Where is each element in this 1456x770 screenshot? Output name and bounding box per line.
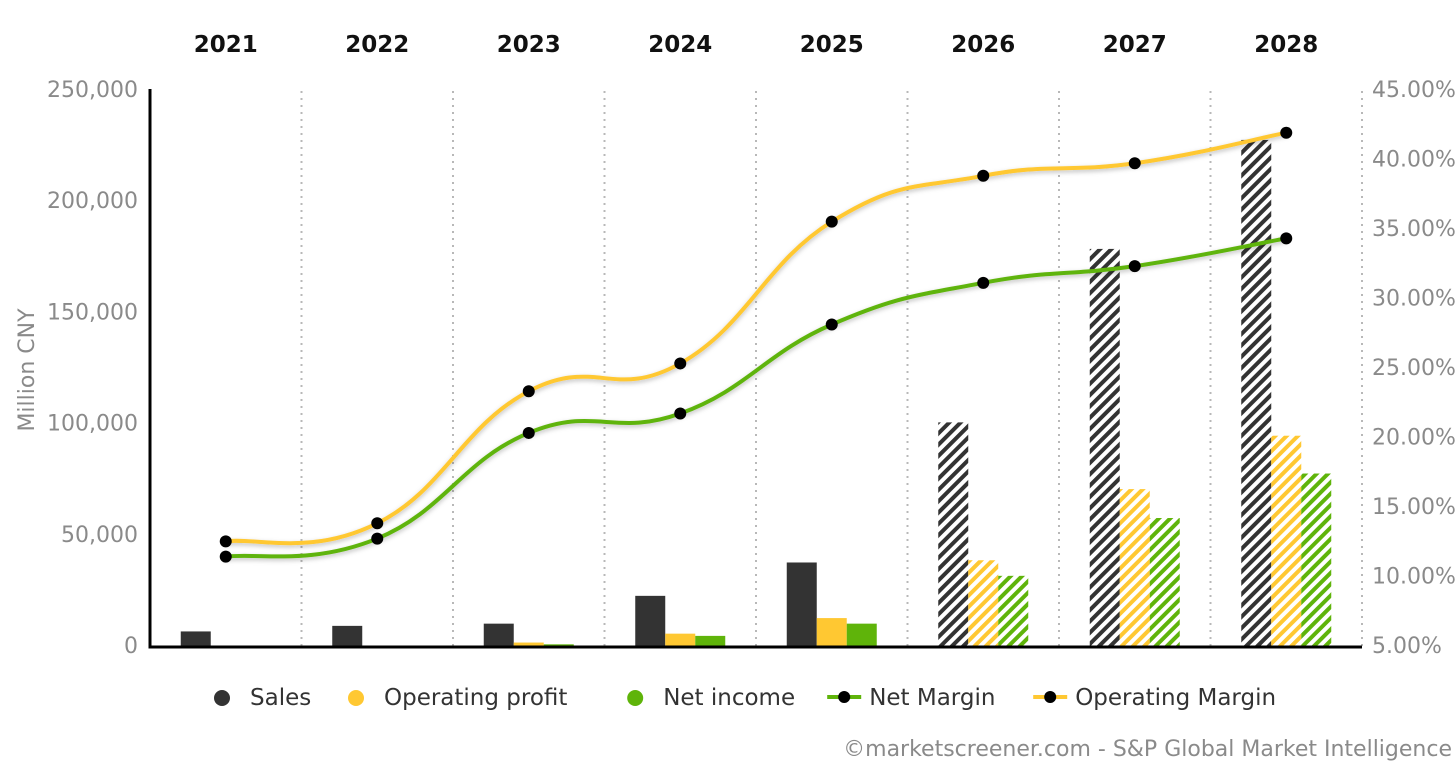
marker-operating-margin-2028 [1280, 126, 1293, 139]
bar-sales-2026 [938, 422, 969, 647]
x-tick-label-2028: 2028 [1254, 32, 1318, 58]
legend-item-net-income[interactable]: Net income [627, 685, 795, 711]
y-tick-label: 100,000 [47, 412, 138, 437]
marker-net-margin-2028 [1280, 232, 1293, 245]
y2-tick-label: 30.00% [1372, 287, 1456, 312]
legend-swatch-net-income [627, 690, 644, 706]
legend-layer: Sales Operating profit Net income Net Margi… [214, 685, 1276, 711]
legend-item-operating-margin[interactable]: Operating Margin [1033, 685, 1276, 711]
y-tick-label: 150,000 [47, 300, 138, 325]
grid-layer [300, 91, 1363, 647]
y-axis-title: Million CNY [15, 308, 40, 432]
marker-net-margin-2024 [674, 407, 687, 420]
bar-operating-profit-2026 [968, 560, 999, 647]
line-operating-margin [223, 130, 1289, 546]
legend-item-net-margin[interactable]: Net Margin [827, 685, 995, 711]
marker-operating-margin-2027 [1128, 157, 1141, 170]
marker-operating-margin-2022 [371, 517, 384, 530]
x-tick-label-2024: 2024 [648, 32, 712, 58]
legend-item-sales[interactable]: Sales [214, 685, 311, 711]
marker-net-margin-2023 [522, 426, 535, 439]
bar-sales-2023 [483, 623, 514, 647]
marker-operating-margin-2024 [674, 357, 687, 370]
legend-item-operating-profit[interactable]: Operating profit [348, 685, 567, 711]
legend-swatch-operating-profit [348, 690, 364, 706]
legend-swatch-marker-operating-margin [1044, 691, 1057, 703]
bar-net-income-2026 [998, 575, 1029, 647]
legend-label-net-income: Net income [663, 685, 795, 711]
y2-tick-label: 15.00% [1372, 495, 1456, 520]
label-layer: 0 50,000 100,000 150,000 200,000 250,000 5.00%… [47, 32, 1456, 659]
y-tick-label: 250,000 [47, 78, 138, 103]
bar-operating-profit-2024 [665, 633, 696, 647]
legend-swatch-marker-net-margin [838, 691, 851, 703]
bar-sales-2025 [786, 562, 817, 647]
bar-operating-profit-2023 [513, 642, 544, 647]
legend-label-net-margin: Net Margin [869, 685, 995, 711]
marker-operating-margin-2023 [522, 385, 535, 398]
bar-sales-2027 [1089, 248, 1120, 648]
x-tick-label-2027: 2027 [1103, 32, 1167, 58]
y2-tick-label: 5.00% [1372, 634, 1442, 659]
bar-net-income-2024 [695, 635, 726, 647]
y-tick-label: 200,000 [47, 189, 138, 214]
y2-tick-label: 20.00% [1372, 426, 1456, 451]
y-tick-label: 50,000 [61, 523, 138, 548]
x-tick-label-2023: 2023 [497, 32, 561, 58]
x-tick-label-2026: 2026 [951, 32, 1015, 58]
marker-operating-margin-2026 [977, 169, 990, 182]
bar-sales-2028 [1241, 139, 1272, 648]
x-tick-label-2025: 2025 [800, 32, 864, 58]
marker-net-margin-2025 [825, 318, 838, 331]
bar-sales-2022 [332, 625, 363, 647]
marker-operating-margin-2021 [219, 535, 232, 548]
y2-tick-label: 40.00% [1372, 148, 1456, 173]
x-tick-label-2021: 2021 [194, 32, 258, 58]
bar-layer [180, 139, 1332, 648]
x-tick-label-2022: 2022 [345, 32, 409, 58]
bar-sales-2024 [635, 595, 666, 647]
marker-net-margin-2027 [1128, 260, 1141, 273]
y2-tick-label: 35.00% [1372, 217, 1456, 242]
bar-net-income-2028 [1301, 473, 1332, 647]
legend-swatch-sales [214, 690, 230, 706]
marker-operating-margin-2025 [825, 215, 838, 228]
axis-layer [148, 89, 1362, 649]
y2-tick-label: 45.00% [1372, 78, 1456, 103]
legend-label-sales: Sales [250, 685, 311, 711]
bar-operating-profit-2025 [816, 618, 847, 647]
line-layer [219, 126, 1293, 563]
bar-operating-profit-2027 [1119, 489, 1150, 647]
marker-net-margin-2022 [371, 532, 384, 545]
legend-label-operating-profit: Operating profit [384, 685, 567, 711]
legend-label-operating-margin: Operating Margin [1075, 685, 1276, 711]
bar-net-income-2027 [1149, 518, 1180, 647]
y2-tick-label: 25.00% [1372, 356, 1456, 381]
marker-net-margin-2021 [219, 550, 232, 563]
bar-operating-profit-2028 [1271, 435, 1302, 647]
bar-sales-2021 [180, 631, 211, 647]
marker-net-margin-2026 [977, 276, 990, 289]
bar-net-income-2025 [846, 623, 877, 647]
y-tick-label: 0 [124, 634, 138, 659]
y2-tick-label: 10.00% [1372, 565, 1456, 590]
line-net-margin [223, 236, 1289, 559]
source-credit: ©marketscreener.com - S&P Global Market … [843, 737, 1452, 762]
